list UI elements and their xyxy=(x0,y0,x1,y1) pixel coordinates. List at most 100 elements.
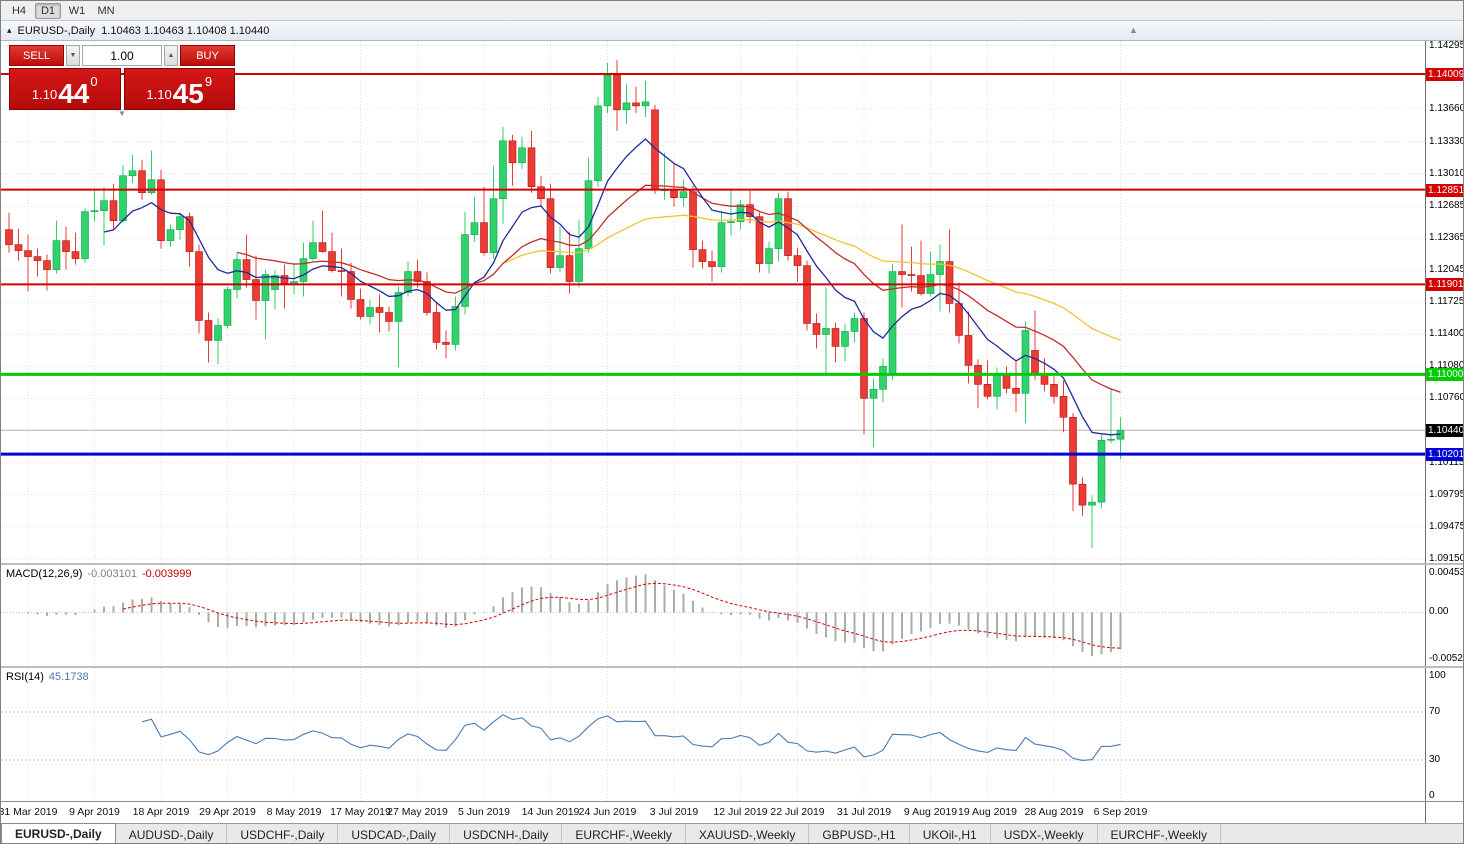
moving-average-24 xyxy=(236,184,1121,393)
chart-title-ohlc: 1.10463 1.10463 1.10408 1.10440 xyxy=(101,24,270,37)
candle xyxy=(546,183,555,274)
candle xyxy=(869,378,878,448)
candle xyxy=(660,152,669,200)
macd-scale: 0.004536 0.00 -0.005205 xyxy=(1425,565,1463,666)
time-scale[interactable]: 31 Mar 2019 9 Apr 2019 18 Apr 2019 29 Apr 2… xyxy=(0,801,1463,823)
date-label: 31 Mar 2019 xyxy=(0,806,58,818)
axis-corner xyxy=(1425,802,1463,823)
candle xyxy=(888,263,897,381)
volume-decrease-button[interactable]: ▼ xyxy=(66,45,80,66)
buy-button[interactable]: BUY xyxy=(180,45,235,66)
rsi-chart xyxy=(1,668,1425,801)
candle xyxy=(1002,366,1011,394)
chart-tab-usdcnh-daily[interactable]: USDCNH-,Daily xyxy=(450,824,563,843)
chart-title-symbol: EURUSD-,Daily xyxy=(17,24,96,37)
candle xyxy=(556,226,564,273)
sell-button[interactable]: SELL xyxy=(9,45,64,66)
price-tick: 1.09475 xyxy=(1429,520,1464,532)
candle xyxy=(252,255,260,320)
candle xyxy=(765,241,773,274)
chart-tab-ukoil-h1[interactable]: UKOil-,H1 xyxy=(910,824,991,843)
candle xyxy=(81,208,89,263)
timeframe-w1-button[interactable]: W1 xyxy=(68,4,86,17)
chart-tab-usdx-weekly[interactable]: USDX-,Weekly xyxy=(991,824,1098,843)
candle xyxy=(309,220,317,261)
macd-indicator-panel: MACD(12,26,9)-0.003101-0.003999 0.004536… xyxy=(1,563,1463,666)
sell-price-main: 44 xyxy=(58,77,90,109)
candle xyxy=(1012,361,1020,413)
candle xyxy=(926,251,935,297)
candle xyxy=(451,296,460,351)
candlestick-plot[interactable]: SELL ▼ 1.00 ▲ BUY 1.10 44 0 1.10 45 9 xyxy=(1,41,1425,563)
date-label: 28 Aug 2019 xyxy=(1024,806,1084,818)
candle xyxy=(119,164,127,223)
candle xyxy=(261,269,270,340)
volume-input[interactable]: 1.00 xyxy=(82,45,162,66)
macd-label: MACD(12,26,9) -0.003101 -0.003999 xyxy=(6,568,192,580)
chart-shift-icon: ▲ xyxy=(1129,25,1138,35)
candle xyxy=(831,322,840,363)
candle xyxy=(166,224,175,247)
candle xyxy=(793,247,802,282)
candle xyxy=(527,130,536,193)
price-scale[interactable]: 1.14295 1.13660 1.13330 1.13010 1.12685 1.123… xyxy=(1425,39,1464,564)
timeframe-h4-button[interactable]: H4 xyxy=(11,4,27,17)
chart-tab-eurchf-weekly[interactable]: EURCHF-,Weekly xyxy=(562,824,686,843)
candle xyxy=(62,226,70,270)
current-price-badge: 1.10440 xyxy=(1426,424,1464,438)
chart-tab-usdcad-daily[interactable]: USDCAD-,Daily xyxy=(338,824,451,843)
candle xyxy=(670,162,678,207)
candle xyxy=(147,150,156,195)
candle xyxy=(812,313,821,349)
macd-scale-min: -0.005205 xyxy=(1429,653,1463,664)
candle xyxy=(356,288,365,320)
sell-price-button[interactable]: 1.10 44 0 xyxy=(9,68,121,110)
candle xyxy=(233,252,241,299)
date-label: 9 Aug 2019 xyxy=(903,806,958,818)
trade-panel-collapse-handle[interactable]: ▼ xyxy=(118,109,126,118)
chart-tab-usdchf-daily[interactable]: USDCHF-,Daily xyxy=(227,824,339,843)
rsi-scale: 100 70 30 0 xyxy=(1425,668,1463,801)
candle xyxy=(803,260,811,331)
price-tick: 1.11080 xyxy=(1429,360,1464,372)
chart-tab-eurchf-weekly[interactable]: EURCHF-,Weekly xyxy=(1098,824,1221,843)
volume-increase-button[interactable]: ▲ xyxy=(164,45,178,66)
chart-tab-audusd-daily[interactable]: AUDUSD-,Daily xyxy=(116,824,228,843)
candle xyxy=(822,287,830,374)
date-label: 24 Jun 2019 xyxy=(578,806,637,818)
price-tick: 1.13660 xyxy=(1429,102,1464,114)
chart-tab-xauusd-weekly[interactable]: XAUUSD-,Weekly xyxy=(686,824,810,843)
price-tick: 1.13010 xyxy=(1429,167,1464,179)
candle xyxy=(508,134,517,186)
buy-price-button[interactable]: 1.10 45 9 xyxy=(123,68,235,110)
price-level-badge: 1.14009 xyxy=(1426,68,1464,82)
price-tick: 1.14295 xyxy=(1429,39,1464,51)
chart-tab-eurusd-daily[interactable]: EURUSD-,Daily xyxy=(1,823,116,843)
macd-plot[interactable]: MACD(12,26,9) -0.003101 -0.003999 xyxy=(1,565,1425,666)
timeframe-d1-button[interactable]: D1 xyxy=(35,2,61,19)
chart-tab-gbpusd-h1[interactable]: GBPUSD-,H1 xyxy=(809,824,910,843)
candle xyxy=(489,165,498,259)
candle xyxy=(1078,477,1087,517)
candle xyxy=(71,232,80,265)
date-label: 12 Jul 2019 xyxy=(713,806,768,818)
candle xyxy=(318,210,327,253)
date-label: 6 Sep 2019 xyxy=(1093,806,1148,818)
timeframe-mn-button[interactable]: MN xyxy=(97,4,115,17)
candle xyxy=(366,299,374,325)
candlestick-chart xyxy=(1,41,1425,563)
sell-price-pip: 0 xyxy=(90,74,98,89)
candle xyxy=(708,250,716,282)
candle xyxy=(138,159,146,200)
rsi-plot[interactable]: RSI(14) 45.1738 xyxy=(1,668,1425,801)
candle xyxy=(584,157,593,253)
candle xyxy=(1059,380,1068,433)
candle xyxy=(442,330,450,359)
macd-histogram xyxy=(17,574,1122,657)
price-tick: 1.11725 xyxy=(1429,296,1464,307)
candle xyxy=(784,191,792,261)
moving-average-10 xyxy=(103,138,1121,436)
candle xyxy=(242,234,251,288)
candle xyxy=(945,229,954,313)
candle xyxy=(537,175,545,207)
